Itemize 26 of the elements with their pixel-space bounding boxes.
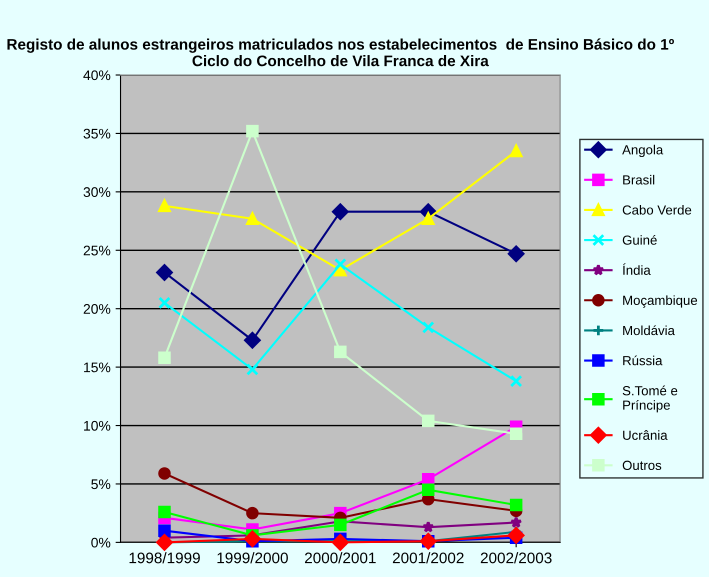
y-tick-label: 0% <box>91 538 110 548</box>
legend-label: Brasil <box>623 174 654 185</box>
y-tick-label: 10% <box>84 420 110 431</box>
legend-label: Angola <box>622 144 664 158</box>
chart-title: Registo de alunos estrangeiros matriculados nos estabelecimentos de Ensino Básico do 1º Ciclo do Concelho de Vila Franca de Xira <box>7 38 674 66</box>
y-tick-label: 15% <box>84 362 110 372</box>
y-tick-label: 25% <box>84 246 110 256</box>
legend-label: Guiné <box>622 234 657 245</box>
legend-label: Índia <box>623 263 651 275</box>
y-tick-label: 40% <box>83 70 110 80</box>
x-tick-label: 1999/2000 <box>217 552 288 564</box>
legend-label: Cabo Verde <box>622 204 692 215</box>
legend-label: S.Tomé e Príncipe <box>622 386 678 412</box>
y-tick-label: 20% <box>84 304 110 314</box>
legend-label: Moçambique <box>623 295 698 308</box>
legend-label: Rússia <box>623 355 662 366</box>
legend-label: Moldávia <box>623 325 675 336</box>
x-tick-label: 2002/2003 <box>480 552 552 564</box>
x-tick-label: 2000/2001 <box>304 552 376 564</box>
y-tick-label: 35% <box>84 128 110 139</box>
legend-label: Ucrânia <box>623 430 668 440</box>
x-tick-label: 1998/1999 <box>130 552 200 564</box>
x-tick-label: 2001/2002 <box>392 552 464 564</box>
y-tick-label: 5% <box>91 479 110 490</box>
y-tick-label: 30% <box>84 187 110 198</box>
legend-label: Outros <box>622 460 662 470</box>
